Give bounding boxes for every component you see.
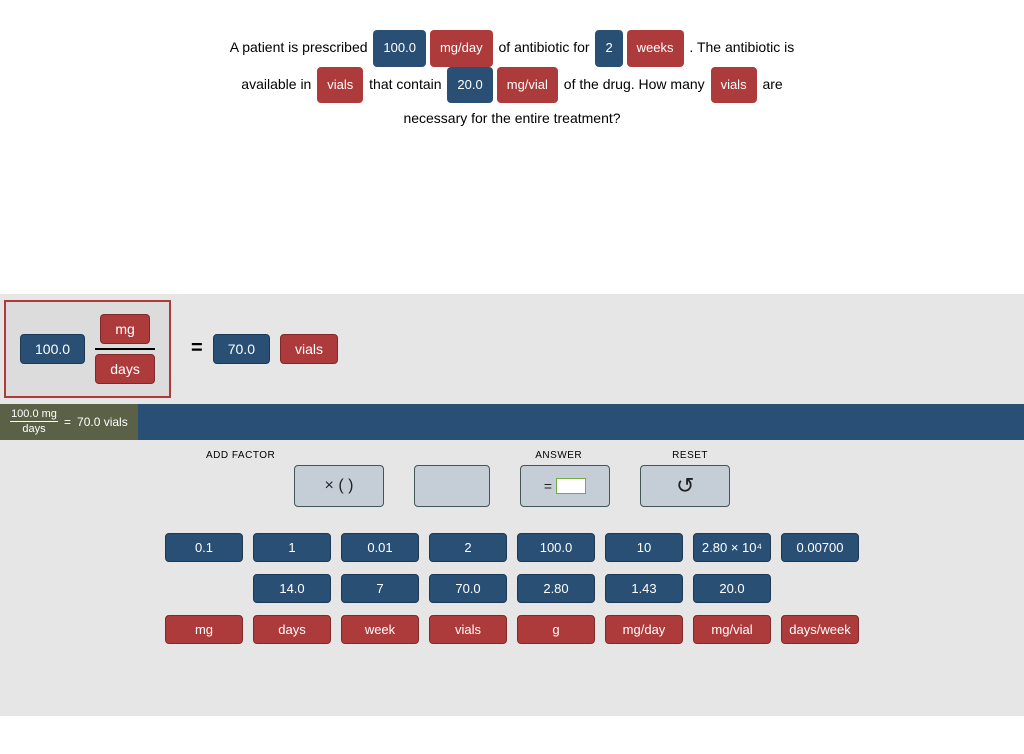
summary-result: 70.0 vials: [77, 415, 128, 429]
summary-denominator: days: [22, 423, 45, 435]
answer-box: [556, 478, 586, 494]
result-unit-chip[interactable]: vials: [280, 334, 338, 364]
unit-chip[interactable]: mg/day: [605, 615, 683, 644]
blank-slot-button[interactable]: [414, 465, 490, 507]
summary-fraction-bar: [10, 421, 58, 422]
unit-chip: mg/day: [430, 30, 493, 67]
number-chip[interactable]: 2.80: [517, 574, 595, 603]
number-chip[interactable]: 0.1: [165, 533, 243, 562]
summary-bar: 100.0 mg days = 70.0 vials: [0, 404, 1024, 440]
factor-box[interactable]: 100.0 mg days: [4, 300, 171, 398]
factor-fraction: mg days: [95, 314, 155, 384]
unit-chip: mg/vial: [497, 67, 558, 104]
unit-chip[interactable]: days/week: [781, 615, 859, 644]
problem-statement: A patient is prescribed 100.0mg/day of a…: [0, 0, 1024, 144]
number-chip[interactable]: 1: [253, 533, 331, 562]
add-factor-label: ADD FACTOR: [206, 450, 275, 461]
unit-chips-row: mgdays week vialsg mg/day mg/vial days/week: [0, 615, 1024, 644]
reset-icon: ↻: [676, 473, 694, 499]
add-factor-button[interactable]: × ( ): [294, 465, 384, 507]
unit-chip: vials: [317, 67, 363, 104]
number-chip[interactable]: 0.01: [341, 533, 419, 562]
value-chip: 20.0: [447, 67, 492, 104]
result-value-chip[interactable]: 70.0: [213, 334, 270, 364]
reset-button[interactable]: ↻: [640, 465, 730, 507]
controls-panel: ADD FACTOR ANSWER RESET × ( ) = ↻ 0.110.…: [0, 440, 1024, 716]
number-chip[interactable]: 0.00700: [781, 533, 859, 562]
summary-fraction: 100.0 mg days: [10, 408, 58, 435]
factor-value-chip[interactable]: 100.0: [20, 334, 85, 364]
number-chips-row-2: 14.0 7 70.0 2.80 1.43 20.0: [0, 574, 1024, 603]
number-chip[interactable]: 2.80 × 10⁴: [693, 533, 771, 562]
number-chip[interactable]: 70.0: [429, 574, 507, 603]
equals-sign: =: [191, 337, 203, 360]
unit-chip[interactable]: mg: [165, 615, 243, 644]
factor-denominator-unit[interactable]: days: [95, 354, 155, 384]
unit-chip[interactable]: days: [253, 615, 331, 644]
equation-row: 100.0 mg days = 70.0 vials: [0, 294, 1024, 404]
factor-numerator-unit[interactable]: mg: [100, 314, 149, 344]
value-chip: 2: [595, 30, 622, 67]
number-chip[interactable]: 20.0: [693, 574, 771, 603]
number-chips-row-1: 0.1 1 0.01 2 100.0 10 2.80 × 10⁴ 0.00700: [0, 533, 1024, 562]
number-chip[interactable]: 7: [341, 574, 419, 603]
number-chip[interactable]: 1.43: [605, 574, 683, 603]
summary-left: 100.0 mg days = 70.0 vials: [0, 404, 138, 440]
summary-right-fill: [138, 404, 1024, 440]
unit-chip: vials: [711, 67, 757, 104]
unit-chip[interactable]: vials: [429, 615, 507, 644]
answer-label: ANSWER: [535, 450, 582, 461]
equation-area: 100.0 mg days = 70.0 vials 100.0 mg days…: [0, 294, 1024, 440]
answer-button[interactable]: =: [520, 465, 610, 507]
number-chip[interactable]: 14.0: [253, 574, 331, 603]
summary-numerator: 100.0 mg: [11, 408, 57, 420]
number-chip[interactable]: 2: [429, 533, 507, 562]
summary-equals: =: [64, 415, 71, 429]
unit-chip[interactable]: week: [341, 615, 419, 644]
add-factor-text: × ( ): [325, 477, 354, 495]
reset-label: RESET: [672, 450, 708, 461]
unit-chip[interactable]: mg/vial: [693, 615, 771, 644]
action-labels-row: ADD FACTOR ANSWER RESET: [0, 450, 1024, 461]
unit-chip: weeks: [627, 30, 684, 67]
action-row: × ( ) = ↻: [0, 465, 1024, 507]
answer-equals: =: [544, 478, 552, 494]
unit-chip[interactable]: g: [517, 615, 595, 644]
fraction-bar: [95, 348, 155, 350]
value-chip: 100.0: [373, 30, 426, 67]
number-chip[interactable]: 100.0: [517, 533, 595, 562]
number-chip[interactable]: 10: [605, 533, 683, 562]
